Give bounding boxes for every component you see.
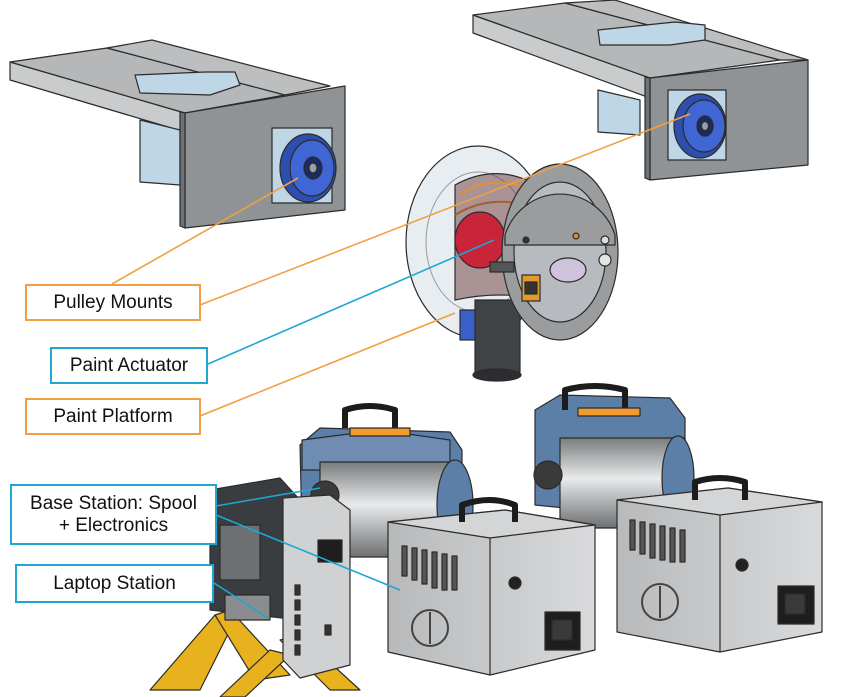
label-base-station: Base Station: Spool + Electronics [10,484,217,545]
leader-paint-actuator [207,239,495,365]
label-paint-actuator-text: Paint Actuator [69,354,189,376]
label-pulley-mounts: Pulley Mounts [25,284,201,321]
leader-base-station-1 [215,487,321,507]
laptop-station [149,477,361,697]
label-laptop-station-text: Laptop Station [53,572,176,594]
pulley-mount-left [9,39,346,229]
label-paint-platform-text: Paint Platform [53,405,173,427]
base-station-front-left [387,497,596,676]
label-paint-actuator: Paint Actuator [50,347,208,384]
leader-pulley-right [199,113,691,306]
leader-paint-platform [199,312,456,417]
label-paint-platform: Paint Platform [25,398,201,435]
label-base-station-line2: + Electronics [58,514,169,536]
paint-platform [405,145,619,382]
leader-laptop-station [213,582,269,619]
leader-base-station-2 [215,514,401,591]
label-laptop-station: Laptop Station [15,564,214,603]
pulley-mount-right [472,0,809,181]
leader-lines [111,113,691,619]
base-station-front-right [616,475,823,653]
label-base-station-line1: Base Station: Spool [30,492,197,514]
leader-pulley-left [111,177,299,285]
label-pulley-mounts-text: Pulley Mounts [53,291,173,313]
